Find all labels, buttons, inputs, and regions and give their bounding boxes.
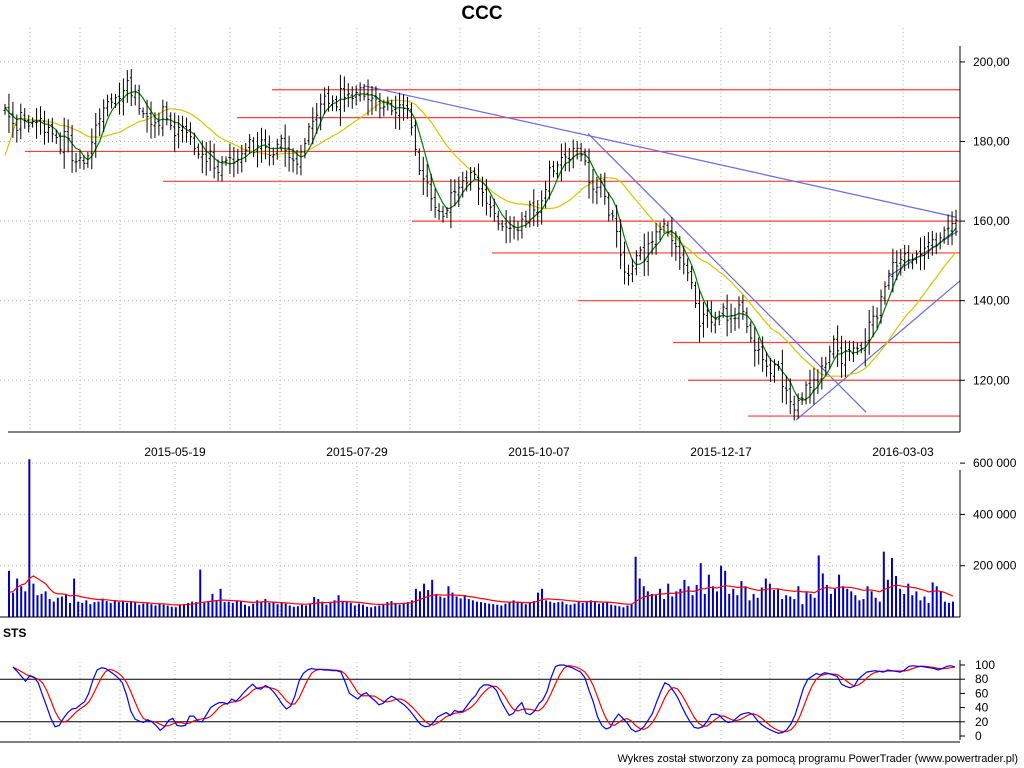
sts-d-line	[12, 665, 956, 733]
trendline	[887, 230, 959, 278]
volume-tick-label: 200 000	[973, 559, 1017, 573]
date-tick-label: 2015-07-29	[326, 445, 388, 459]
sts-title: STS	[3, 626, 26, 640]
sts-tick-label: 0	[975, 729, 982, 743]
chart-title: CCC	[461, 3, 502, 24]
price-tick-label: 120,00	[973, 373, 1010, 387]
trendline	[795, 280, 961, 421]
price-tick-label: 180,00	[973, 135, 1010, 149]
price-tick-label: 160,00	[973, 214, 1010, 228]
moving-averages	[4, 90, 957, 401]
trendlines	[363, 85, 961, 421]
volume-panel: 200 000 400 000 600 000	[0, 456, 1017, 618]
volume-axis: 200 000 400 000 600 000	[0, 456, 1017, 618]
price-bars	[3, 69, 958, 421]
ma-slow-line	[4, 99, 957, 378]
sts-tick-label: 20	[975, 715, 989, 729]
volume-bars	[8, 459, 954, 617]
volume-tick-label: 400 000	[973, 507, 1017, 521]
volume-grid	[0, 462, 960, 617]
sts-tick-label: 60	[975, 686, 989, 700]
price-grid	[0, 28, 960, 432]
sts-tick-label: 40	[975, 701, 989, 715]
sts-tick-label: 80	[975, 672, 989, 686]
volume-average	[8, 575, 954, 606]
sts-lines	[12, 664, 956, 734]
price-tick-label: 140,00	[973, 294, 1010, 308]
footer-credit: Wykres został stworzony za pomocą progra…	[617, 753, 1018, 765]
date-tick-label: 2015-12-17	[690, 445, 752, 459]
date-tick-label: 2015-05-19	[144, 445, 206, 459]
sts-k-line	[12, 664, 956, 734]
date-tick-label: 2016-03-03	[872, 445, 934, 459]
trendline	[587, 133, 867, 413]
trendline	[363, 85, 957, 218]
date-tick-label: 2015-10-07	[508, 445, 570, 459]
price-panel: 120,00 140,00 160,00 180,00 200,00 2015-05-19…	[0, 28, 1010, 459]
sts-grid	[0, 662, 960, 742]
ma-fast-line	[4, 90, 957, 401]
price-axis: 120,00 140,00 160,00 180,00 200,00 2015-05-19…	[8, 46, 1010, 459]
volume-tick-label: 600 000	[973, 456, 1017, 470]
price-tick-label: 200,00	[973, 55, 1010, 69]
support-resistance-levels	[25, 89, 960, 417]
volume-average-line	[8, 575, 954, 606]
sts-tick-label: 100	[975, 658, 995, 672]
